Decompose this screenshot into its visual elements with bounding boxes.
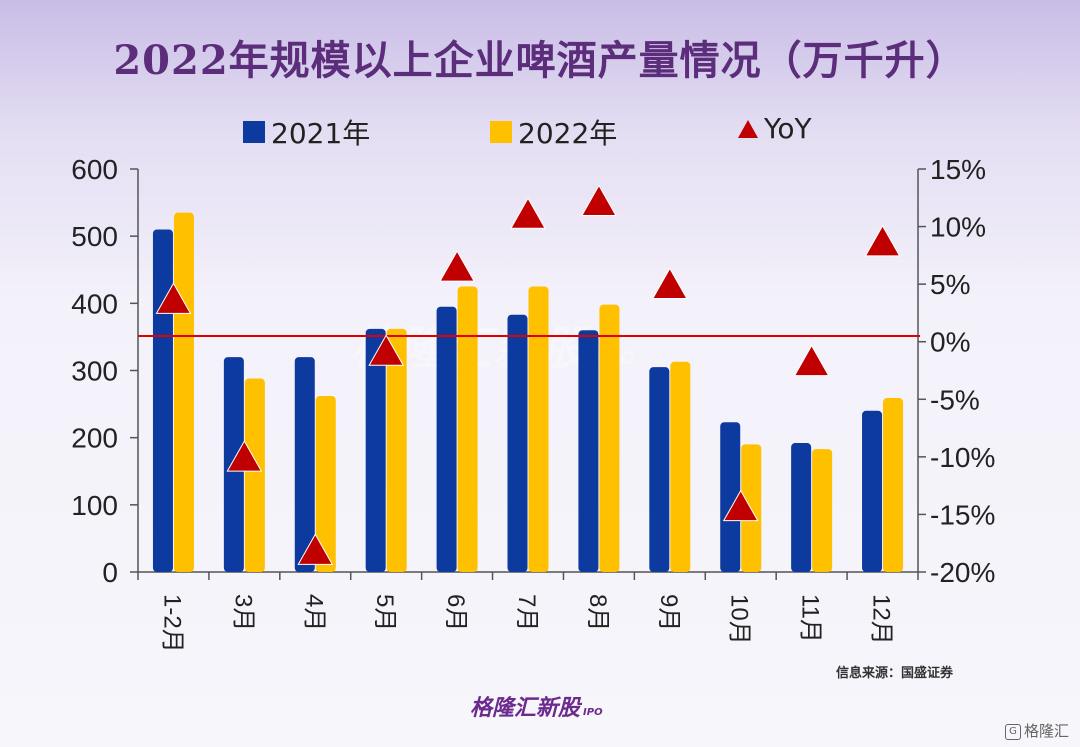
yoy-marker bbox=[722, 489, 759, 522]
bar-2021 bbox=[152, 229, 173, 572]
legend-item-yoy: YoY bbox=[738, 112, 812, 145]
yoy-marker bbox=[793, 344, 830, 377]
bar-2021 bbox=[578, 330, 599, 572]
left-tick-label: 0 bbox=[102, 557, 118, 588]
bar-2022 bbox=[173, 212, 194, 573]
yoy-marker bbox=[155, 282, 192, 314]
x-category-label: 5月 bbox=[371, 594, 398, 631]
bar-2021 bbox=[649, 367, 670, 572]
brand-logo-sub: IPO bbox=[583, 707, 603, 718]
legend-item-2021: 2021年 bbox=[243, 112, 370, 152]
yoy-marker bbox=[226, 440, 263, 472]
bar-2022 bbox=[315, 396, 336, 572]
bar-2022 bbox=[386, 328, 407, 572]
legend-swatch-2022 bbox=[490, 121, 512, 143]
yoy-marker bbox=[651, 267, 688, 299]
left-tick-label: 200 bbox=[71, 423, 118, 454]
bar-2022 bbox=[599, 304, 620, 572]
x-category-label: 8月 bbox=[584, 594, 611, 631]
right-tick-label: -10% bbox=[930, 442, 995, 473]
corner-logo-icon: G bbox=[1005, 723, 1021, 740]
x-category-label: 7月 bbox=[513, 594, 540, 631]
right-tick-label: -5% bbox=[930, 384, 980, 415]
chart-title: 2022年规模以上企业啤酒产量情况（万千升） bbox=[113, 37, 967, 84]
right-tick-label: 10% bbox=[930, 212, 986, 243]
yoy-marker bbox=[297, 533, 334, 565]
yoy-marker bbox=[439, 250, 475, 282]
right-tick-label: 5% bbox=[930, 269, 970, 300]
bar-2022 bbox=[812, 449, 833, 572]
x-category-label: 9月 bbox=[655, 594, 682, 631]
bar-2021 bbox=[862, 410, 883, 572]
left-tick-label: 600 bbox=[71, 154, 118, 185]
brand-logo: 格隆汇新股 IPO bbox=[470, 690, 603, 722]
x-category-label: 10月 bbox=[726, 594, 753, 645]
x-category-label: 12月 bbox=[868, 594, 895, 645]
right-tick-label: -20% bbox=[930, 557, 995, 588]
bar-2022 bbox=[528, 286, 549, 572]
source-note: 信息来源：国盛证券 bbox=[836, 666, 954, 681]
left-tick-label: 100 bbox=[71, 490, 118, 521]
left-tick-label: 400 bbox=[71, 288, 118, 319]
right-tick-label: 0% bbox=[930, 327, 970, 358]
bar-2021 bbox=[294, 357, 315, 572]
legend-label-2022: 2022年 bbox=[518, 117, 618, 150]
x-category-label: 6月 bbox=[442, 594, 469, 631]
bar-2022 bbox=[244, 378, 265, 572]
left-tick-label: 500 bbox=[71, 221, 118, 252]
left-tick-label: 300 bbox=[71, 356, 118, 387]
x-category-label: 3月 bbox=[229, 594, 256, 631]
corner-logo-text: 格隆汇 bbox=[1024, 722, 1070, 740]
legend-label-yoy: YoY bbox=[764, 112, 812, 145]
right-tick-label: 15% bbox=[930, 154, 986, 185]
bar-2021 bbox=[365, 328, 386, 572]
bar-2021 bbox=[507, 314, 528, 572]
yoy-marker bbox=[581, 184, 617, 217]
legend-swatch-2021 bbox=[243, 121, 265, 143]
x-category-label: 1-2月 bbox=[158, 594, 185, 653]
bar-2022 bbox=[457, 286, 478, 572]
bar-2021 bbox=[720, 422, 741, 572]
legend-label-2021: 2021年 bbox=[271, 117, 371, 150]
bar-2021 bbox=[791, 443, 812, 572]
chart-legend: 2021年 2022年 YoY bbox=[0, 112, 1080, 150]
yoy-marker bbox=[368, 334, 405, 366]
right-tick-label: -15% bbox=[930, 499, 995, 530]
x-category-label: 4月 bbox=[300, 594, 327, 631]
legend-marker-yoy bbox=[738, 119, 758, 138]
yoy-marker bbox=[510, 197, 546, 229]
legend-item-2022: 2022年 bbox=[490, 112, 617, 152]
bar-2022 bbox=[883, 398, 904, 572]
bar-2022 bbox=[670, 361, 691, 572]
x-category-label: 11月 bbox=[797, 594, 824, 643]
brand-logo-text: 格隆汇新股 bbox=[470, 696, 581, 721]
corner-logo: G 格隆汇 bbox=[1005, 720, 1069, 741]
bar-2021 bbox=[436, 306, 457, 572]
yoy-marker bbox=[864, 224, 901, 257]
